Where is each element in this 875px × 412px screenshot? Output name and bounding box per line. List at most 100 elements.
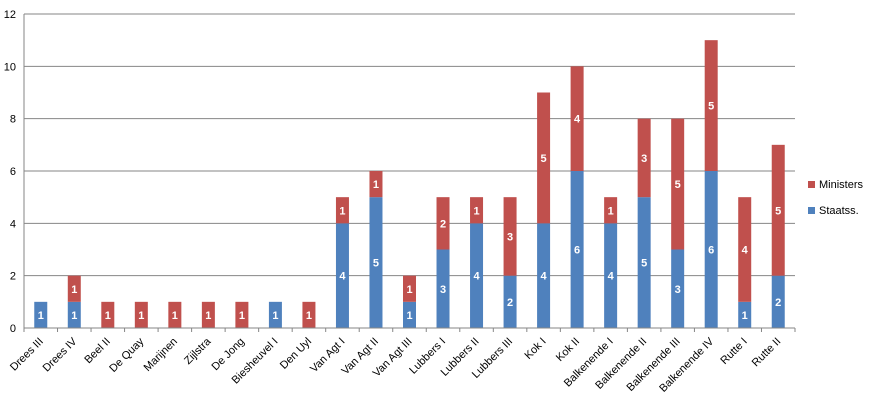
bar-ministers bbox=[67, 275, 81, 302]
bar-staatss bbox=[335, 223, 349, 328]
data-label: 6 bbox=[574, 245, 580, 257]
data-label: 5 bbox=[708, 101, 714, 113]
data-label: 5 bbox=[675, 179, 681, 191]
y-tick-label: 10 bbox=[4, 61, 16, 73]
bar-ministers bbox=[168, 301, 182, 328]
data-label: 5 bbox=[373, 258, 379, 270]
bar-ministers bbox=[771, 144, 785, 276]
bar-ministers bbox=[537, 92, 551, 224]
data-label: 1 bbox=[473, 205, 479, 217]
bar-staatss bbox=[570, 171, 584, 328]
data-label: 1 bbox=[742, 310, 748, 322]
y-axis: 0 2 4 6 8 10 12 bbox=[4, 9, 25, 335]
y-tick-label: 0 bbox=[10, 323, 16, 335]
data-label: 4 bbox=[742, 245, 749, 257]
y-tick-label: 8 bbox=[10, 114, 16, 126]
data-label: 3 bbox=[507, 231, 513, 243]
bar-ministers bbox=[570, 66, 584, 171]
bar-staatss bbox=[738, 301, 752, 328]
bar-staatss bbox=[67, 301, 81, 328]
bars bbox=[34, 40, 785, 328]
data-label: 5 bbox=[641, 258, 647, 270]
data-label: 1 bbox=[71, 310, 77, 322]
bar-ministers bbox=[704, 40, 718, 171]
bar-staatss bbox=[604, 223, 618, 328]
legend-swatch bbox=[808, 207, 815, 214]
bar-staatss bbox=[537, 223, 551, 328]
bar-staatss bbox=[637, 197, 651, 328]
bar-ministers bbox=[302, 301, 316, 328]
bar-ministers bbox=[470, 197, 484, 224]
legend-label: Staatss. bbox=[819, 205, 859, 217]
data-label: 1 bbox=[406, 284, 412, 296]
y-tick-label: 2 bbox=[10, 271, 16, 283]
x-category-label: Beel II bbox=[82, 336, 113, 367]
bar-ministers bbox=[369, 171, 383, 198]
bar-staatss bbox=[403, 301, 416, 328]
bar-ministers bbox=[637, 118, 651, 198]
bar-staatss bbox=[34, 301, 48, 328]
data-label: 4 bbox=[574, 114, 581, 126]
data-label: 1 bbox=[406, 310, 412, 322]
x-category-label: Zijlstra bbox=[182, 335, 214, 367]
data-label: 3 bbox=[641, 153, 647, 165]
data-label: 2 bbox=[507, 297, 513, 309]
data-label: 6 bbox=[708, 245, 714, 257]
bar-staatss bbox=[704, 171, 718, 328]
legend-swatch bbox=[808, 181, 815, 188]
bar-ministers bbox=[604, 197, 618, 224]
x-category-label: Rutte II bbox=[750, 336, 784, 370]
bar-ministers bbox=[738, 197, 752, 302]
bar-ministers bbox=[436, 197, 450, 250]
x-category-label: Rutte I bbox=[718, 336, 749, 367]
bar-staatss bbox=[671, 249, 685, 328]
bar-staatss bbox=[268, 301, 282, 328]
data-label: 5 bbox=[541, 153, 547, 165]
x-category-label: De Quay bbox=[107, 335, 147, 375]
data-label: 3 bbox=[675, 284, 681, 296]
data-label: 1 bbox=[205, 310, 211, 322]
data-label: 4 bbox=[473, 271, 480, 283]
data-labels: 1 1 1 1 1 1 1 1 1 1 4 1 5 1 1 1 3 2 4 1 2 3 4 5 6 4 4 1 5 3 3 5 6 5 1 4 2 5 bbox=[38, 101, 782, 322]
bar-ministers bbox=[235, 301, 249, 328]
data-label: 2 bbox=[440, 218, 446, 230]
data-label: 1 bbox=[373, 179, 379, 191]
bar-ministers bbox=[101, 301, 115, 328]
data-label: 1 bbox=[138, 310, 144, 322]
bar-staatss bbox=[771, 275, 785, 328]
data-label: 4 bbox=[339, 271, 346, 283]
data-label: 1 bbox=[272, 310, 278, 322]
data-label: 1 bbox=[239, 310, 245, 322]
data-label: 1 bbox=[608, 205, 614, 217]
x-category-label: Kok I bbox=[522, 336, 548, 362]
y-tick-label: 4 bbox=[10, 218, 16, 230]
bar-staatss bbox=[470, 223, 484, 328]
x-category-label: Marijnen bbox=[142, 336, 180, 374]
legend-label: Ministers bbox=[819, 179, 864, 191]
y-tick-label: 12 bbox=[4, 9, 16, 21]
bar-ministers bbox=[134, 301, 148, 328]
bar-staatss bbox=[369, 197, 383, 328]
data-label: 5 bbox=[775, 205, 781, 217]
x-category-label: Drees III bbox=[8, 336, 46, 374]
y-tick-label: 6 bbox=[10, 166, 16, 178]
bar-ministers bbox=[503, 197, 517, 276]
bar-ministers bbox=[403, 275, 416, 302]
data-label: 4 bbox=[608, 271, 615, 283]
gridlines bbox=[24, 13, 795, 277]
bar-ministers bbox=[671, 118, 685, 250]
data-label: 3 bbox=[440, 284, 446, 296]
bar-ministers bbox=[335, 197, 349, 224]
data-label: 1 bbox=[71, 284, 77, 296]
data-label: 1 bbox=[306, 310, 312, 322]
bar-staatss bbox=[503, 275, 517, 328]
legend: Ministers Staatss. bbox=[808, 179, 864, 217]
data-label: 1 bbox=[105, 310, 111, 322]
bar-ministers bbox=[201, 301, 215, 328]
data-label: 2 bbox=[775, 297, 781, 309]
data-label: 1 bbox=[38, 310, 44, 322]
data-label: 4 bbox=[541, 271, 548, 283]
